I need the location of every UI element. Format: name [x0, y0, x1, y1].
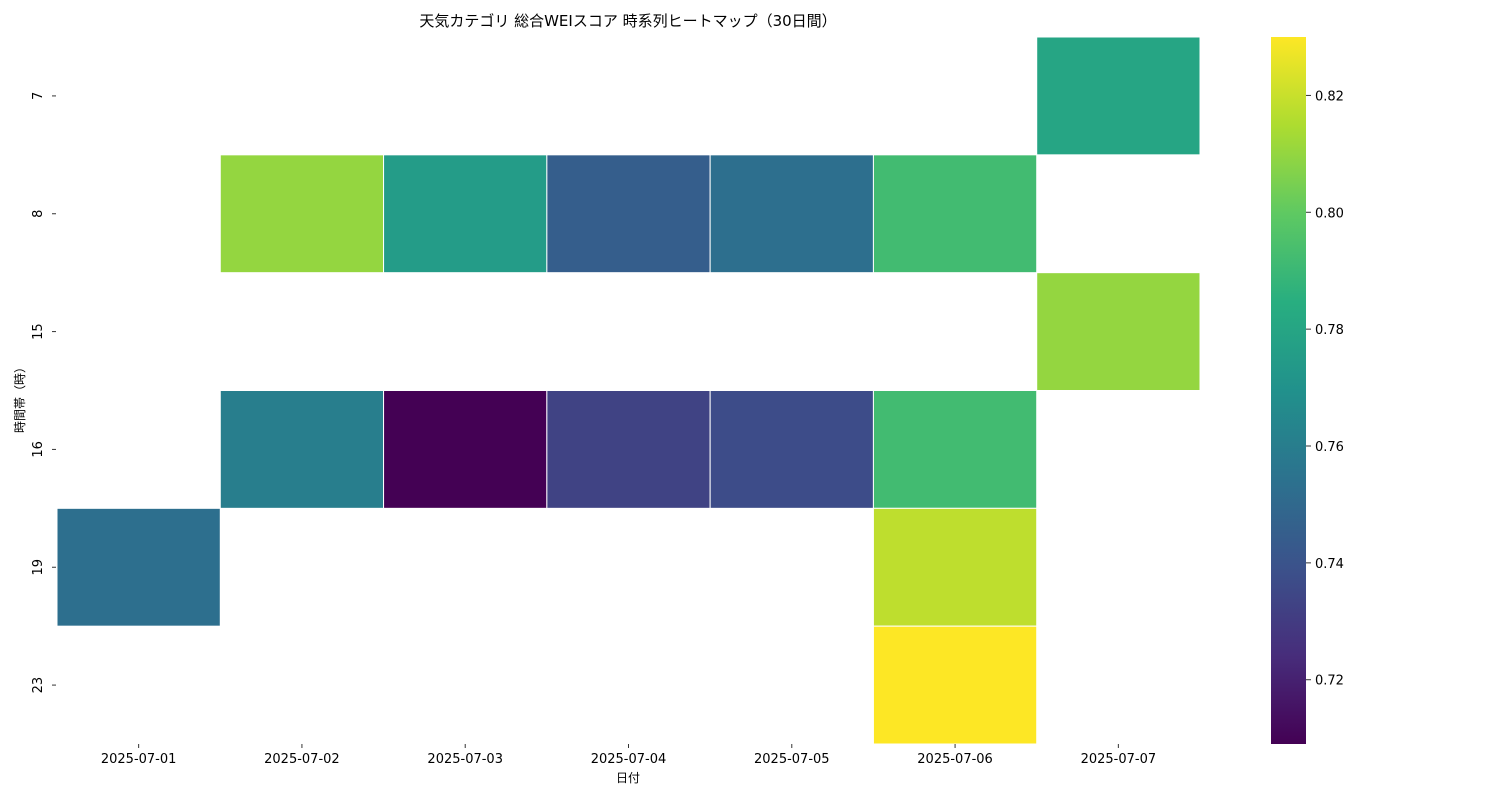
y-tick-label: 15 — [31, 323, 46, 340]
x-tick-label: 2025-07-03 — [427, 752, 503, 767]
colorbar-tick-label: 0.76 — [1315, 440, 1344, 455]
x-tick-label: 2025-07-07 — [1081, 752, 1157, 767]
y-tick-label: 23 — [31, 677, 46, 694]
heatmap-cell — [219, 390, 385, 509]
colorbar-tick-label: 0.80 — [1315, 206, 1344, 221]
heatmap-cell — [709, 390, 874, 509]
y-axis-label: 時間帯（時） — [13, 361, 27, 433]
colorbar-ticks: 0.72 0.74 0.76 0.78 0.80 0.82 — [1306, 89, 1344, 689]
y-tick-label: 19 — [31, 559, 46, 576]
y-tick-label: 7 — [31, 92, 46, 100]
heatmap-cell — [546, 390, 711, 509]
heatmap-cells — [56, 36, 1201, 745]
colorbar-tick-label: 0.78 — [1315, 323, 1344, 338]
colorbar — [1271, 37, 1306, 744]
x-tick-label: 2025-07-04 — [591, 752, 667, 767]
heatmap-cell — [546, 154, 711, 274]
heatmap-cell — [1036, 36, 1201, 156]
x-axis-label: 日付 — [616, 771, 640, 785]
x-tick-label: 2025-07-02 — [264, 752, 340, 767]
y-tick-label: 16 — [31, 441, 46, 458]
x-axis-ticks: 2025-07-01 2025-07-02 2025-07-03 2025-07-04… — [101, 744, 1156, 767]
x-tick-label: 2025-07-06 — [917, 752, 993, 767]
colorbar-tick-label: 0.72 — [1315, 674, 1344, 689]
chart-title: 天気カテゴリ 総合WEIスコア 時系列ヒートマップ（30日間） — [419, 12, 836, 30]
y-axis-ticks: 7 8 15 16 19 23 — [31, 92, 56, 694]
x-tick-label: 2025-07-01 — [101, 752, 177, 767]
heatmap-cell — [872, 507, 1038, 627]
heatmap-cell — [872, 154, 1038, 274]
x-tick-label: 2025-07-05 — [754, 752, 830, 767]
colorbar-tick-label: 0.82 — [1315, 89, 1344, 104]
y-tick-label: 8 — [31, 210, 46, 218]
heatmap-cell — [383, 390, 548, 509]
heatmap-cell — [383, 154, 548, 274]
heatmap-cell — [709, 154, 874, 274]
heatmap-cell — [219, 154, 385, 274]
heatmap-cell — [56, 507, 221, 627]
heatmap-cell — [872, 625, 1038, 745]
colorbar-tick-label: 0.74 — [1315, 557, 1344, 572]
heatmap-cell — [1036, 272, 1201, 391]
heatmap-cell — [872, 390, 1038, 509]
